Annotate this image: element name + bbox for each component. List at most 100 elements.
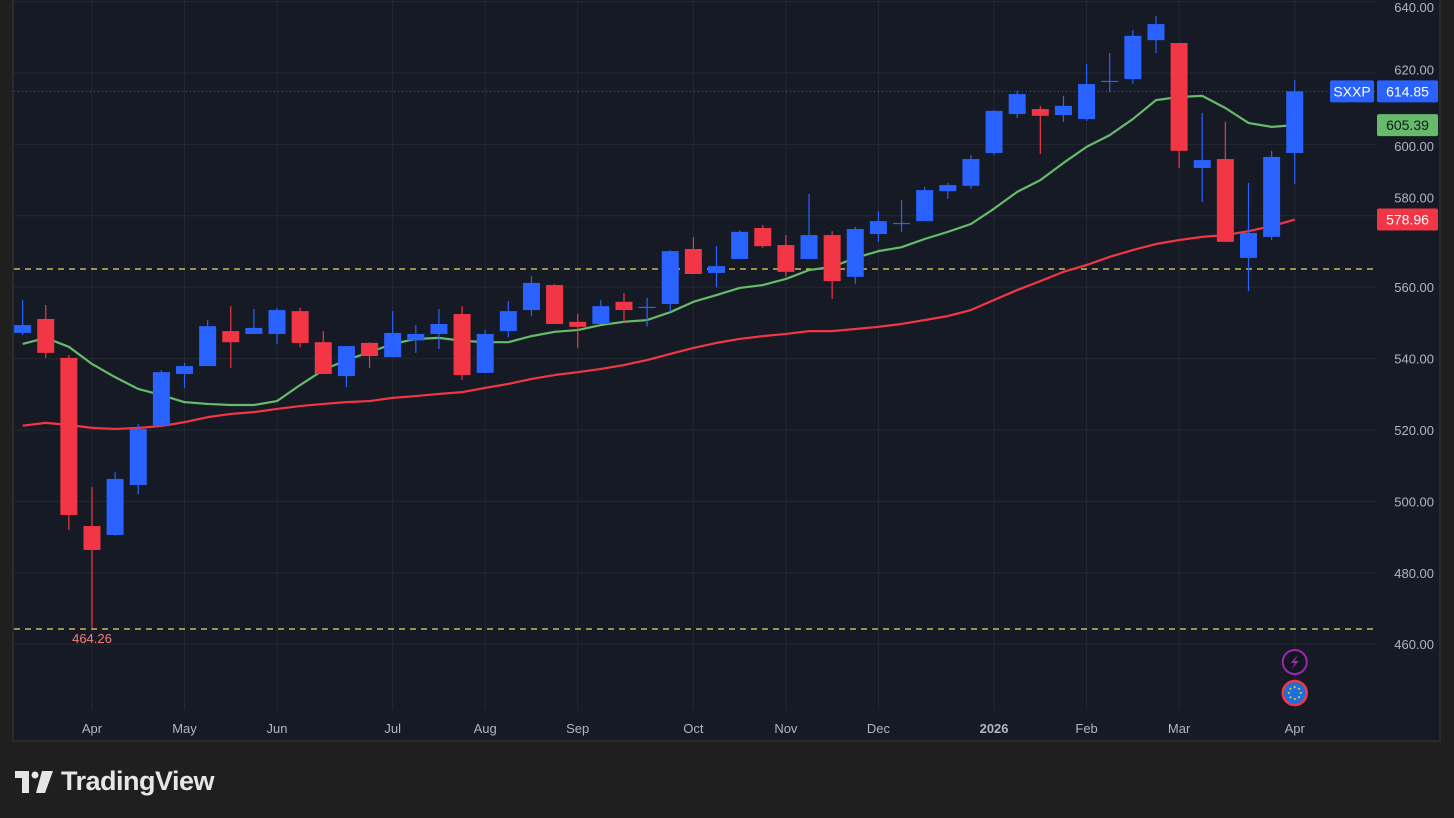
candle-body	[106, 478, 124, 535]
x-tick-label: Dec	[867, 721, 891, 736]
x-tick-label: Mar	[1168, 721, 1191, 736]
ma-fast-price-label: 605.39	[1386, 117, 1429, 133]
y-tick-label: 640.00	[1394, 0, 1434, 15]
candle-body	[291, 311, 309, 343]
x-tick-label: Apr	[82, 721, 103, 736]
candle-body	[337, 346, 355, 377]
candle-body	[985, 110, 1003, 153]
candle-body	[476, 333, 494, 373]
chart-panel[interactable]: 460.00 480.00 500.00 520.00 540.00 560.00 580.…	[12, 0, 1441, 742]
candle-body	[37, 318, 55, 353]
y-tick-label: 520.00	[1394, 423, 1434, 438]
candle-body	[1147, 24, 1165, 41]
x-tick-label: Jul	[384, 721, 401, 736]
candle-body	[1286, 91, 1304, 153]
tradingview-logo[interactable]: TradingView	[15, 766, 215, 797]
candle-body	[1170, 43, 1188, 151]
candle-body	[1263, 156, 1281, 237]
y-tick-label: 560.00	[1394, 280, 1434, 295]
ma-slow-line	[22, 218, 1296, 431]
candle-body	[453, 313, 471, 376]
candle-body	[1124, 35, 1142, 80]
candle-body	[1054, 105, 1072, 116]
eu-star	[1287, 692, 1290, 694]
x-tick-label: Oct	[683, 721, 704, 736]
candle-body	[522, 282, 540, 311]
lightning-icon-glyph	[1290, 655, 1299, 669]
candle-body	[152, 372, 170, 427]
candle-body	[1239, 232, 1257, 258]
candle-body	[638, 306, 656, 309]
eu-star	[1299, 692, 1302, 694]
candle-body	[869, 221, 887, 235]
ma-slow-price-label-bg	[1377, 208, 1438, 231]
symbol-label: SXXP	[1333, 83, 1370, 99]
ma-fast-price-label-bg	[1377, 114, 1438, 137]
candle-body	[407, 333, 425, 341]
x-tick-label: Jun	[267, 721, 288, 736]
candle-body	[60, 357, 78, 515]
candle-body	[1078, 84, 1096, 120]
candle-body	[14, 325, 32, 333]
tradingview-logo-icon	[15, 770, 53, 793]
x-tick-label: May	[172, 721, 197, 736]
candle-body	[569, 321, 587, 327]
y-tick-label: 500.00	[1394, 494, 1434, 509]
candle-body	[754, 227, 772, 247]
candle-body	[916, 190, 934, 222]
y-tick-label: 540.00	[1394, 352, 1434, 367]
y-tick-label: 620.00	[1394, 62, 1434, 77]
candle-body	[384, 332, 402, 358]
x-tick-label: Apr	[1285, 721, 1306, 736]
candle-body	[1101, 80, 1119, 83]
symbol-label-bg	[1330, 80, 1374, 103]
eu-star	[1289, 696, 1292, 699]
candle-body	[199, 326, 217, 367]
candle-body	[777, 245, 795, 272]
candle-body	[268, 310, 286, 334]
candle-body	[245, 327, 263, 334]
last-price-label: 614.85	[1386, 83, 1429, 99]
candle-body	[83, 526, 101, 550]
eu-flag-icon[interactable]	[1281, 679, 1308, 707]
tradingview-logo-text: TradingView	[61, 766, 215, 796]
eu-star	[1297, 687, 1300, 690]
candle-body	[731, 231, 749, 259]
candle-body	[800, 235, 818, 259]
candle-body	[222, 331, 240, 343]
candle-body	[962, 159, 980, 186]
x-tick-label: 2026	[980, 721, 1009, 736]
candle-body	[1008, 94, 1026, 115]
y-tick-label: 580.00	[1394, 191, 1434, 206]
y-tick-label: 480.00	[1394, 566, 1434, 581]
x-tick-label: Aug	[474, 721, 497, 736]
candlestick-chart[interactable]: 460.00 480.00 500.00 520.00 540.00 560.00 580.…	[14, 0, 1443, 744]
candle-body	[939, 185, 957, 192]
x-tick-label: Feb	[1075, 721, 1097, 736]
last-price-label-bg	[1377, 80, 1438, 103]
eu-star	[1289, 687, 1292, 690]
candle-body	[430, 323, 448, 334]
eu-star	[1293, 686, 1296, 688]
candle-body	[615, 301, 633, 311]
candle-body	[1193, 160, 1211, 168]
candle-body	[592, 306, 610, 324]
low-price-label: 464.26	[72, 631, 112, 646]
candle-body	[361, 342, 379, 357]
ma-slow-price-label: 578.96	[1386, 212, 1429, 228]
y-tick-label: 600.00	[1394, 139, 1434, 154]
candle-body	[129, 428, 147, 485]
candle-body	[499, 311, 517, 332]
candle-body	[846, 229, 864, 277]
x-tick-label: Nov	[774, 721, 798, 736]
candle-body	[1216, 159, 1234, 242]
candle-body	[176, 366, 194, 374]
eu-star	[1297, 696, 1300, 699]
candle-body	[708, 266, 725, 273]
candle-body	[546, 285, 564, 324]
candle-body	[661, 251, 679, 304]
candle-body	[893, 222, 911, 225]
candle-body	[684, 249, 702, 274]
candle-body	[314, 342, 332, 374]
y-tick-label: 460.00	[1394, 637, 1434, 652]
